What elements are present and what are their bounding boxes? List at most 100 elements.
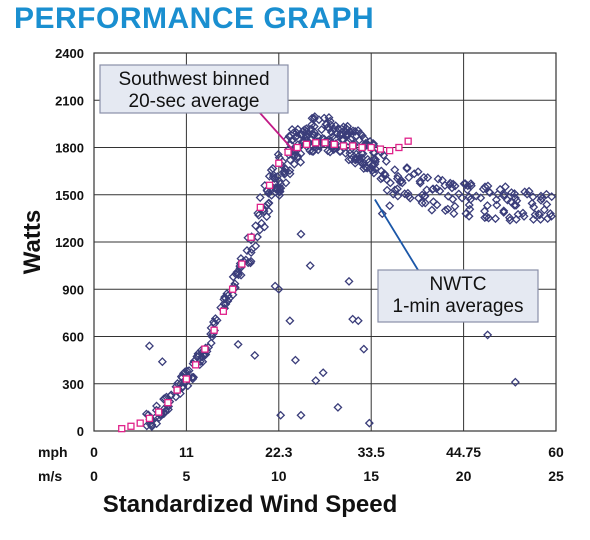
southwest-point (127, 422, 135, 430)
annotation-box (99, 64, 289, 114)
x-tick-labels: mph 0 11 22.3 33.5 44.75 60 m/s 0 5 10 15 20 25 (38, 444, 564, 484)
southwest-point (201, 345, 209, 353)
southwest-point (349, 142, 357, 150)
nwtc-point (178, 381, 188, 391)
nwtc-point (484, 187, 494, 197)
nwtc-point (370, 164, 380, 174)
southwest-point (293, 143, 301, 152)
y-tick-label: 1200 (55, 235, 84, 250)
nwtc-point (393, 191, 403, 201)
nwtc-outlier-point (385, 201, 395, 211)
nwtc-outlier-point (359, 344, 369, 354)
southwest-point (330, 140, 338, 149)
nwtc-point (376, 174, 386, 184)
nwtc-point (522, 189, 532, 199)
nwtc-point (299, 125, 309, 135)
nwtc-point (484, 213, 494, 223)
nwtc-point (345, 126, 355, 136)
nwtc-point (309, 127, 319, 137)
nwtc-point (207, 332, 217, 342)
nwtc-point (381, 156, 391, 166)
nwtc-point (253, 208, 263, 218)
y-tick-label: 2100 (55, 93, 84, 108)
nwtc-point (450, 181, 460, 191)
x-tick-label: 60 (548, 444, 564, 460)
x-unit-label: m/s (38, 468, 62, 484)
y-tick-label: 1500 (55, 188, 84, 203)
nwtc-point (542, 199, 552, 209)
nwtc-point (466, 179, 476, 189)
nwtc-outlier-point (311, 376, 321, 386)
nwtc-point (197, 352, 207, 362)
southwest-point (155, 408, 163, 416)
nwtc-point (499, 207, 509, 217)
nwtc-point (465, 204, 475, 214)
nwtc-outlier-point (233, 339, 243, 349)
southwest-point (302, 140, 311, 149)
nwtc-point (509, 189, 519, 199)
y-tick-label: 600 (62, 330, 84, 345)
nwtc-outlier-point (250, 350, 260, 360)
y-tick-label: 300 (62, 377, 84, 392)
nwtc-point (493, 189, 503, 199)
nwtc-point (379, 169, 389, 179)
nwtc-outlier-point (305, 261, 315, 271)
nwtc-point (280, 163, 290, 174)
nwtc-point (461, 209, 471, 219)
southwest-point (339, 142, 348, 150)
nwtc-point (466, 181, 476, 191)
nwtc-point (147, 420, 157, 430)
nwtc-point (402, 163, 412, 173)
nwtc-point (359, 134, 369, 144)
nwtc-point (482, 201, 492, 211)
nwtc-point (221, 293, 231, 303)
nwtc-point (376, 166, 386, 176)
nwtc-point (382, 175, 392, 185)
nwtc-point (326, 127, 336, 137)
southwest-point (321, 139, 329, 147)
nwtc-point (518, 208, 528, 218)
nwtc-point (308, 146, 318, 156)
nwtc-point (358, 149, 368, 159)
y-axis-title: Watts (19, 210, 46, 274)
nwtc-point (510, 193, 520, 203)
southwest-point (173, 386, 181, 394)
nwtc-point (308, 130, 318, 140)
x-tick-label: 0 (90, 444, 98, 460)
series-layer (118, 112, 557, 433)
nwtc-point (251, 221, 261, 231)
nwtc-point (310, 112, 320, 122)
nwtc-point (427, 205, 437, 215)
nwtc-point (443, 191, 453, 201)
nwtc-point (242, 246, 252, 256)
nwtc-point (363, 154, 373, 164)
y-tick-label: 2400 (55, 46, 84, 61)
nwtc-point (400, 189, 410, 199)
nwtc-point (459, 179, 469, 189)
nwtc-point (254, 210, 264, 220)
y-tick-labels: 0 300 600 900 1200 1500 1800 2100 2400 (55, 46, 84, 439)
nwtc-point (471, 191, 481, 201)
nwtc-point (464, 192, 474, 202)
southwest-point (145, 414, 154, 423)
nwtc-point (246, 256, 256, 266)
y-tick-label: 900 (62, 282, 84, 297)
chart-title: PERFORMANCE GRAPH (14, 2, 375, 35)
nwtc-point (210, 314, 220, 324)
nwtc-outlier-point (290, 355, 300, 365)
nwtc-point (355, 154, 365, 164)
nwtc-point (152, 419, 162, 429)
southwest-point (284, 148, 292, 156)
southwest-point (210, 326, 218, 334)
nwtc-point (420, 198, 430, 208)
nwtc-point (409, 169, 419, 179)
nwtc-point (369, 154, 379, 164)
nwtc-point (272, 172, 282, 182)
nwtc-point (463, 181, 473, 191)
nwtc-point (307, 113, 317, 123)
x-tick-label: 33.5 (358, 444, 385, 460)
southwest-point (164, 398, 172, 407)
